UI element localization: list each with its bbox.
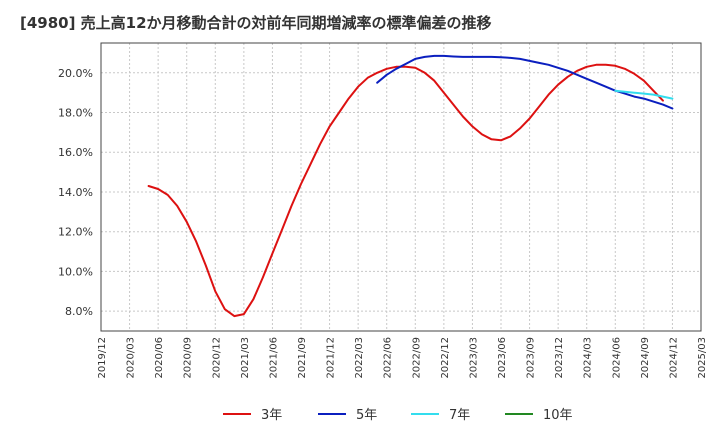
- legend-label: 10年: [543, 408, 573, 423]
- x-tick-label: 2022/09: [411, 337, 422, 379]
- y-tick-label: 10.0%: [58, 265, 93, 278]
- x-tick-label: 2020/03: [126, 337, 137, 379]
- x-tick-label: 2024/03: [583, 337, 594, 379]
- x-tick-label: 2024/12: [668, 337, 679, 379]
- y-tick-label: 14.0%: [58, 186, 93, 199]
- y-tick-label: 8.0%: [65, 305, 93, 318]
- chart-title: [4980] 売上高12か月移動合計の対前年同期増減率の標準偏差の推移: [20, 14, 492, 32]
- x-tick-label: 2023/09: [526, 337, 537, 379]
- x-tick-label: 2020/09: [183, 337, 194, 379]
- y-tick-label: 16.0%: [58, 146, 93, 159]
- series-line-5年: [376, 54, 674, 110]
- series-line-7年: [614, 89, 674, 100]
- x-tick-label: 2023/06: [497, 337, 508, 379]
- x-tick-label: 2020/06: [154, 337, 165, 379]
- x-tick-label: 2023/12: [554, 337, 565, 379]
- x-tick-label: 2022/03: [354, 337, 365, 379]
- y-tick-label: 12.0%: [58, 226, 93, 239]
- legend-label: 5年: [356, 408, 377, 423]
- x-tick-label: 2020/12: [211, 337, 222, 379]
- series-line-3年: [147, 63, 664, 318]
- legend-label: 3年: [261, 408, 282, 423]
- x-tick-label: 2021/09: [297, 337, 308, 379]
- x-tick-label: 2021/03: [240, 337, 251, 379]
- plot-frame: [100, 42, 702, 332]
- x-tick-label: 2025/03: [697, 337, 708, 379]
- x-tick-label: 2021/12: [326, 337, 337, 379]
- x-tick-label: 2022/06: [383, 337, 394, 379]
- x-tick-label: 2021/06: [268, 337, 279, 379]
- x-tick-label: 2022/12: [440, 337, 451, 379]
- x-tick-label: 2024/06: [611, 337, 622, 379]
- y-tick-label: 18.0%: [58, 107, 93, 120]
- x-tick-label: 2019/12: [97, 337, 108, 379]
- legend-label: 7年: [449, 408, 470, 423]
- y-tick-label: 20.0%: [58, 67, 93, 80]
- x-tick-label: 2024/09: [640, 337, 651, 379]
- x-tick-label: 2023/03: [468, 337, 479, 379]
